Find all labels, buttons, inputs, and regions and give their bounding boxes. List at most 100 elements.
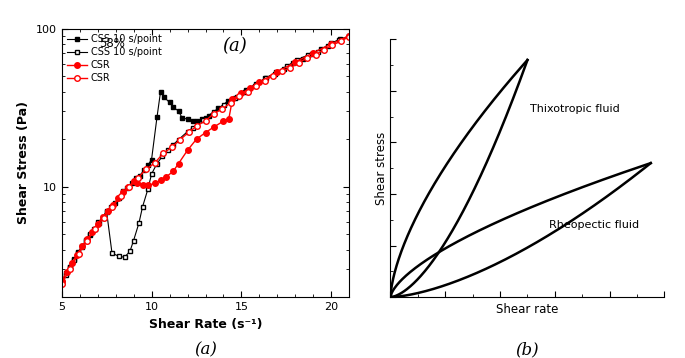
CSR (109, 203, 117, 207)
CSR (78, 244, 86, 248)
CSS 10 s/point (103, 209, 111, 213)
CSR (116, 194, 125, 198)
CSR (168, 145, 176, 149)
X-axis label: Shear Rate (s⁻¹): Shear Rate (s⁻¹) (149, 318, 262, 330)
CSS 10 s/point (214, 106, 223, 111)
CSR (320, 47, 328, 52)
CSS 10 s/point (123, 186, 132, 190)
CSR (175, 161, 183, 166)
CSR (337, 39, 345, 43)
CSR (219, 107, 227, 111)
CSR (84, 237, 92, 241)
Line: CSR: CSR (59, 33, 352, 284)
CSR (91, 227, 99, 231)
CSS 10 s/point (345, 34, 353, 38)
CSR (151, 181, 159, 185)
X-axis label: Shear rate: Shear rate (496, 303, 559, 316)
CSR (247, 86, 255, 90)
CSS 10 s/point (210, 110, 218, 114)
Line: CSR: CSR (59, 34, 352, 287)
CSR (228, 97, 236, 101)
CSS 10 s/point (175, 137, 183, 142)
CSR (138, 183, 147, 187)
CSR (75, 252, 83, 256)
CSR (125, 185, 133, 189)
CSR (277, 69, 286, 73)
CSS 10 s/point (126, 249, 134, 253)
Y-axis label: Shear Stress (Pa): Shear Stress (Pa) (17, 101, 30, 224)
CSR (73, 252, 81, 257)
CSR (58, 282, 66, 286)
CSR (176, 137, 184, 142)
CSS 10 s/point (153, 161, 161, 166)
CSR (169, 169, 177, 174)
Text: (a): (a) (222, 37, 247, 55)
CSS 10 s/point (314, 49, 322, 54)
CSS 10 s/point (251, 84, 260, 88)
Text: Rheopectic fluid: Rheopectic fluid (549, 220, 640, 230)
Text: (a): (a) (194, 342, 217, 358)
Text: 58%: 58% (99, 37, 125, 50)
CSR (201, 130, 210, 135)
CSS 10 s/point (86, 232, 95, 236)
CSS 10 s/point (90, 227, 99, 231)
CSR (193, 124, 201, 128)
CSR (252, 84, 260, 88)
CSS 10 s/point (169, 143, 177, 147)
CSR (159, 151, 167, 156)
CSR (345, 35, 353, 39)
CSR (227, 101, 235, 105)
CSR (93, 222, 102, 226)
CSS 10 s/point (103, 209, 111, 214)
Y-axis label: Shear stress: Shear stress (375, 132, 388, 205)
Text: Thixotropic fluid: Thixotropic fluid (530, 104, 620, 114)
CSS 10 s/point (135, 221, 143, 225)
CSR (99, 215, 107, 219)
CSR (184, 130, 192, 134)
CSS 10 s/point (189, 125, 197, 130)
CSR (125, 185, 134, 189)
CSR (273, 70, 282, 74)
CSS 10 s/point (138, 205, 147, 209)
CSR (238, 91, 246, 96)
CSR (244, 90, 252, 94)
CSR (144, 183, 152, 188)
CSR (103, 208, 112, 213)
CSS 10 s/point (121, 255, 129, 259)
CSS 10 s/point (184, 130, 192, 134)
CSR (256, 80, 264, 84)
CSR (184, 148, 192, 153)
CSR (58, 279, 66, 283)
CSS 10 s/point (283, 64, 291, 68)
CSS 10 s/point (82, 238, 90, 243)
CSR (210, 111, 218, 116)
CSS 10 s/point (241, 90, 249, 95)
Line: CSS 10 s/point: CSS 10 s/point (59, 34, 352, 284)
CSR (133, 181, 141, 185)
CSR (162, 175, 170, 179)
CSR (119, 190, 127, 195)
CSS 10 s/point (262, 76, 270, 80)
CSR (310, 50, 318, 55)
CSR (156, 178, 164, 182)
CSS 10 s/point (198, 117, 206, 121)
CSS 10 s/point (325, 44, 333, 48)
CSR (303, 56, 311, 60)
CSR (312, 53, 320, 57)
CSS 10 s/point (335, 38, 343, 42)
CSS 10 s/point (231, 96, 239, 100)
CSR (108, 204, 116, 209)
CSR (100, 216, 108, 220)
CSR (328, 43, 336, 48)
CSR (83, 238, 91, 243)
CSS 10 s/point (66, 265, 74, 269)
CSS 10 s/point (62, 273, 70, 277)
CSS 10 s/point (99, 216, 107, 221)
CSR (269, 73, 277, 78)
CSR (142, 167, 151, 171)
CSR (210, 125, 219, 129)
CSR (192, 137, 201, 141)
CSR (114, 196, 122, 200)
CSS 10 s/point (144, 187, 152, 191)
CSR (129, 179, 138, 184)
